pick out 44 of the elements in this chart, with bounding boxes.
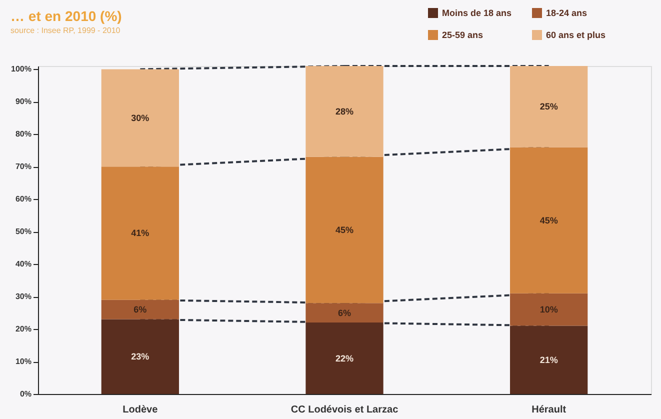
y-tick-label: 40% [15, 260, 32, 269]
y-tick-label: 60% [15, 194, 32, 204]
y-tick-label: 70% [15, 162, 32, 172]
data-label: 45% [540, 215, 558, 226]
bar [510, 326, 588, 394]
bar [101, 300, 179, 320]
data-label: 21% [540, 354, 558, 365]
y-tick-label: 80% [15, 130, 32, 139]
bar [306, 322, 384, 394]
bar [306, 156, 384, 304]
bar [510, 66, 588, 148]
data-label: 23% [131, 352, 150, 362]
data-label: 28% [335, 106, 354, 116]
y-tick-label: 20% [15, 324, 32, 334]
data-label: 41% [131, 228, 150, 238]
data-label: 6% [134, 304, 147, 315]
data-label: 6% [338, 308, 352, 318]
data-label: 30% [131, 112, 150, 123]
legend-label: Moins de 18 ans [442, 8, 512, 18]
bar [306, 66, 384, 157]
data-label: 10% [540, 304, 558, 315]
legend-label: 25-59 ans [442, 30, 484, 40]
y-tick-label: 0% [20, 390, 32, 398]
y-tick-label: 10% [15, 357, 32, 366]
legend-label: 18-24 ans [546, 8, 588, 18]
bar [101, 69, 179, 167]
bar [510, 147, 588, 294]
bar [306, 303, 384, 323]
data-label: 45% [335, 225, 354, 235]
y-tick-label: 100% [11, 64, 32, 74]
bar [510, 293, 588, 326]
y-tick-label: 50% [15, 227, 32, 236]
x-tick-label: CC Lodévois et Larzac [290, 404, 399, 416]
chart-title: … et en 2010 (%) [10, 8, 122, 24]
source-note: source : Insee RP, 1999 - 2010 [10, 26, 121, 35]
x-tick-label: Hérault [532, 404, 567, 416]
bar [101, 166, 179, 300]
data-label: 25% [540, 102, 558, 112]
y-tick-label: 30% [15, 292, 32, 302]
y-tick-label: 90% [15, 97, 32, 106]
bar [101, 319, 179, 394]
x-tick-label: Lodève [122, 404, 158, 416]
data-label: 22% [335, 353, 354, 364]
legend-label: 60 ans et plus [546, 30, 606, 40]
